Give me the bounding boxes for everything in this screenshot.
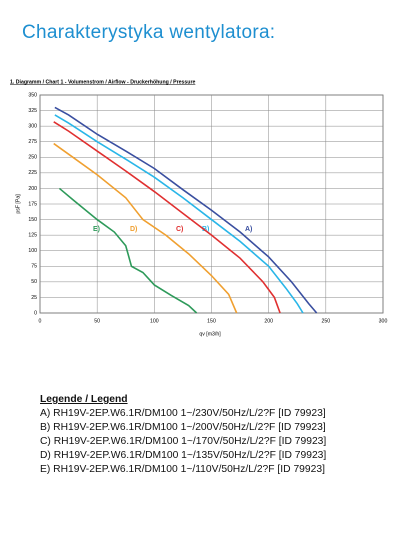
y-tick-label: 75 [31,264,37,270]
x-tick-label: 250 [322,318,331,324]
y-tick-label: 200 [28,186,37,192]
legend: Legende / Legend A) RH19V-2EP.W6.1R/DM10… [40,393,326,477]
y-tick-label: 275 [28,139,37,145]
y-tick-label: 175 [28,201,37,207]
series-label: C) [176,226,183,233]
series-line [53,142,238,314]
chart: 1. Diagramm / Chart 1 - Volumenstrom / A… [10,79,388,337]
series-label: A) [245,226,252,233]
series-line [53,121,281,314]
series-label: D) [130,226,137,233]
y-tick-label: 50 [31,279,37,285]
legend-entry: A) RH19V-2EP.W6.1R/DM100 1~/230V/50Hz/L/… [40,408,326,419]
y-tick-label: 0 [34,310,37,316]
x-tick-label: 100 [150,318,159,324]
y-tick-label: 350 [28,92,37,98]
y-tick-label: 325 [28,108,37,114]
y-tick-label: 225 [28,170,37,176]
x-tick-label: 150 [207,318,216,324]
legend-entry: B) RH19V-2EP.W6.1R/DM100 1~/200V/50Hz/L/… [40,422,326,433]
x-tick-label: 300 [379,318,388,324]
series-line [54,114,304,314]
y-tick-label: 150 [28,217,37,223]
y-tick-label: 300 [28,124,37,130]
series-line [58,187,198,314]
series-line [54,106,318,314]
y-tick-label: 25 [31,295,37,301]
legend-entry: C) RH19V-2EP.W6.1R/DM100 1~/170V/50Hz/L/… [40,436,327,447]
x-tick-label: 0 [39,318,42,324]
series-label: B) [202,226,209,233]
y-tick-label: 100 [28,248,37,254]
legend-entry: D) RH19V-2EP.W6.1R/DM100 1~/135V/50Hz/L/… [40,450,327,461]
y-axis-label: psF [Pa] [15,194,21,214]
chart-title: 1. Diagramm / Chart 1 - Volumenstrom / A… [10,79,195,85]
legend-entry: E) RH19V-2EP.W6.1R/DM100 1~/110V/50Hz/L/… [40,464,325,475]
page-title: Charakterystyka wentylatora: [22,22,276,43]
legend-title: Legende / Legend [40,394,128,405]
series-label: E) [93,226,100,233]
x-axis-label: qv [m3/h] [199,331,221,337]
y-tick-label: 250 [28,155,37,161]
x-tick-label: 200 [264,318,273,324]
x-tick-label: 50 [94,318,100,324]
y-tick-label: 125 [28,233,37,239]
